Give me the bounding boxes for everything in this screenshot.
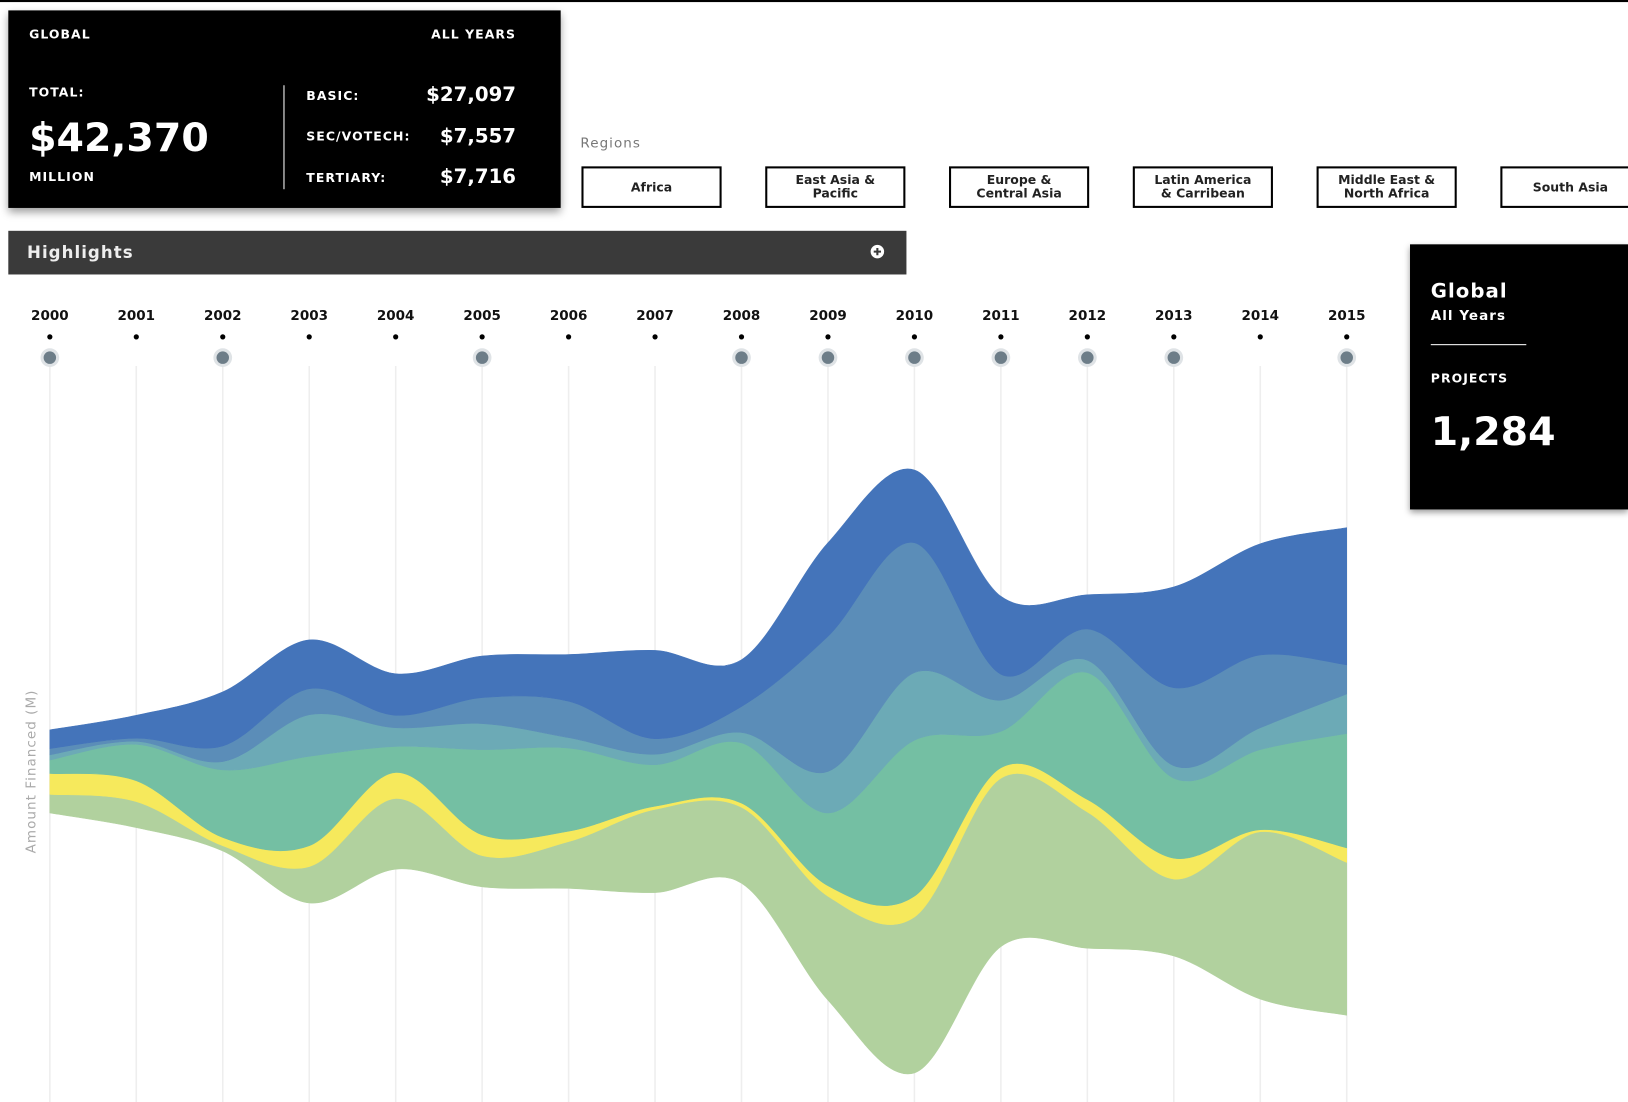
year-dot (133, 334, 139, 340)
year-label[interactable]: 2000 (31, 308, 69, 324)
year-dot (1344, 334, 1350, 340)
year-dot (998, 334, 1004, 340)
year-label[interactable]: 2013 (1155, 308, 1193, 324)
period: ALL YEARS (431, 27, 517, 42)
year-dot (1171, 334, 1177, 340)
tertiary-value: $7,716 (439, 165, 517, 189)
region-button[interactable]: Europe & Central Asia (949, 166, 1090, 208)
year-label[interactable]: 2015 (1328, 308, 1366, 324)
highlight-marker-core (1081, 351, 1094, 364)
year-label[interactable]: 2009 (809, 308, 847, 324)
year-dot (47, 334, 53, 340)
highlights-bar[interactable]: Highlights (8, 230, 907, 275)
region-button[interactable]: Latin America & Carribean (1132, 166, 1273, 208)
total-unit: MILLION (29, 169, 95, 185)
year-dot (306, 334, 312, 340)
highlight-marker-core (216, 351, 229, 364)
year-dot (565, 334, 572, 340)
highlight-marker-core (994, 351, 1008, 364)
divider (283, 85, 285, 190)
highlight-marker-core (43, 351, 57, 364)
year-label[interactable]: 2008 (723, 308, 761, 324)
total-label: TOTAL: (29, 85, 85, 100)
highlights-title: Highlights (26, 242, 134, 263)
year-dot (220, 334, 226, 340)
year-label[interactable]: 2014 (1241, 308, 1279, 324)
side-divider (1430, 344, 1527, 346)
year-dot (738, 334, 745, 340)
year-label[interactable]: 2003 (290, 308, 328, 324)
side-panel: Global All Years PROJECTS 1,284 (1410, 244, 1628, 510)
projects-label: PROJECTS (1430, 371, 1509, 386)
total-value: $42,370 (29, 114, 209, 161)
year-dot (393, 334, 399, 340)
year-label[interactable]: 2007 (636, 308, 674, 324)
highlight-marker-core (735, 351, 748, 364)
year-label[interactable]: 2010 (896, 308, 934, 324)
region-button[interactable]: South Asia (1500, 166, 1628, 208)
year-label[interactable]: 2012 (1069, 308, 1107, 324)
year-dot (652, 334, 658, 340)
highlight-marker-core (1167, 351, 1181, 364)
year-label[interactable]: 2006 (550, 308, 588, 324)
regions-label: Regions (580, 136, 641, 152)
summary-panel: GLOBAL ALL YEARS TOTAL: $42,370 MILLION … (8, 10, 561, 208)
year-label[interactable]: 2011 (982, 308, 1020, 324)
year-label[interactable]: 2004 (377, 308, 415, 324)
scope: GLOBAL (29, 27, 91, 42)
region-button[interactable]: East Asia & Pacific (765, 166, 906, 208)
side-title: Global (1430, 279, 1508, 303)
basic-label: BASIC: (306, 88, 360, 103)
year-dot (1257, 334, 1263, 340)
region-button[interactable]: Middle East & North Africa (1316, 166, 1457, 208)
year-label[interactable]: 2001 (118, 308, 156, 324)
y-axis-label: Amount Financed (M) (23, 690, 39, 854)
year-dot (911, 334, 918, 340)
region-button[interactable]: Africa (581, 166, 722, 208)
side-subtitle: All Years (1430, 308, 1507, 325)
secondary-value: $7,557 (439, 124, 517, 148)
stream-layer (49, 468, 1347, 749)
year-label[interactable]: 2002 (204, 308, 242, 324)
projects-value: 1,284 (1430, 408, 1556, 455)
highlight-marker-core (475, 351, 489, 364)
tertiary-label: TERTIARY: (306, 170, 387, 186)
highlight-marker-core (908, 351, 921, 364)
year-label[interactable]: 2005 (463, 308, 501, 324)
highlight-marker-core (1340, 351, 1353, 364)
year-dot (825, 334, 831, 340)
highlight-marker-core (821, 351, 835, 364)
basic-value: $27,097 (426, 83, 517, 107)
year-dot (1084, 334, 1090, 340)
expand-icon[interactable] (870, 244, 885, 259)
year-dot (479, 334, 485, 340)
secondary-label: SEC/VOTECH: (306, 128, 411, 144)
